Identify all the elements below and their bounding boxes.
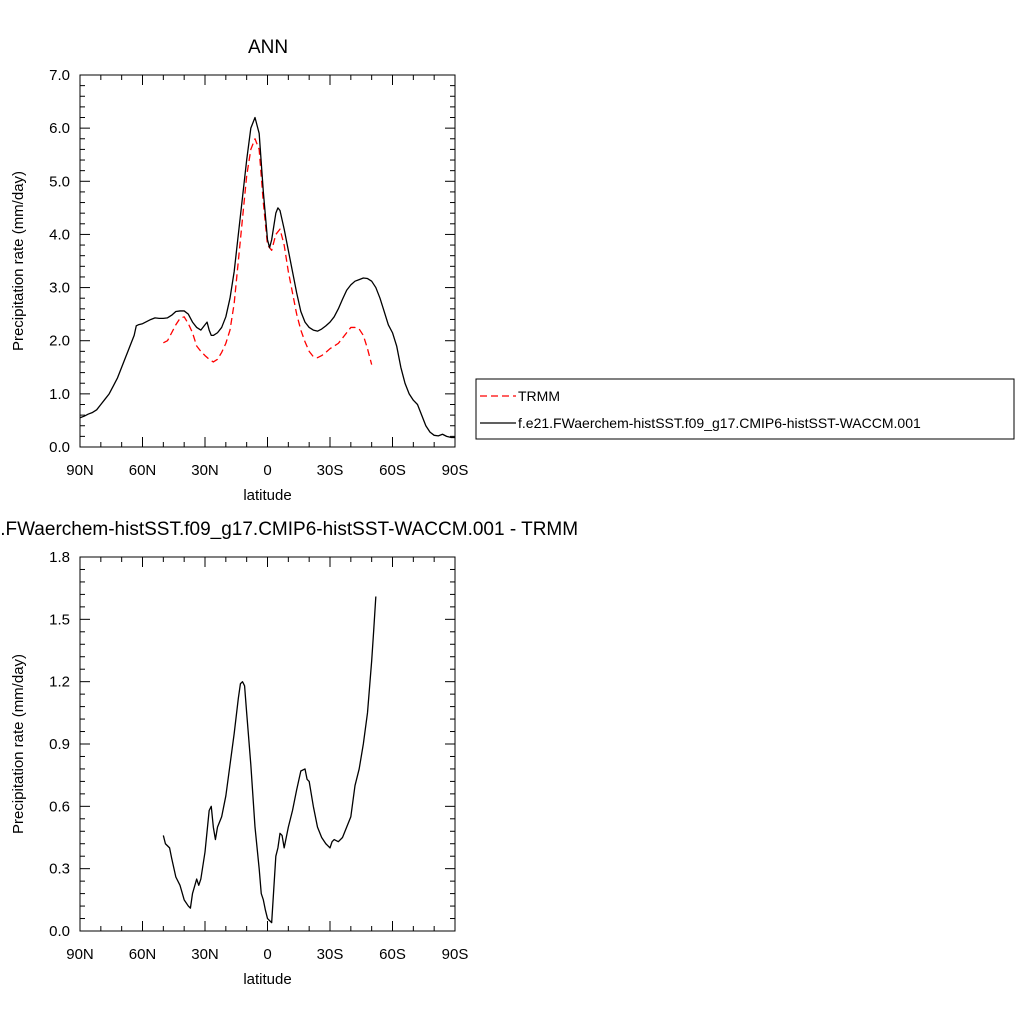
x-axis-label: latitude [243, 971, 291, 988]
plot-frame [79, 556, 456, 932]
y-tick-label: 0.9 [49, 736, 70, 753]
x-tick-label: 30N [191, 946, 219, 963]
x-tick-label: 90S [442, 946, 469, 963]
y-tick-label: 0.3 [49, 861, 70, 878]
y-tick-label: 3.0 [49, 280, 70, 297]
y-tick-label: 6.0 [49, 120, 70, 137]
y-tick-label: 4.0 [49, 226, 70, 243]
x-tick-label: 60S [379, 462, 406, 479]
x-tick-label: 90N [66, 946, 94, 963]
x-tick-label: 30S [317, 946, 344, 963]
y-tick-label: 1.2 [49, 674, 70, 691]
x-tick-label: 60N [129, 462, 157, 479]
x-tick-label: 60S [379, 946, 406, 963]
y-tick-label: 2.0 [49, 333, 70, 350]
y-axis-label: Precipitation rate (mm/day) [10, 654, 27, 834]
chart-title: ANN [248, 37, 288, 58]
y-tick-label: 5.0 [49, 173, 70, 190]
top-line-chart: ANN 90N 60N 30N 0 30S 60S 90S 0.0 1.0 2.0 3.0 4.0 5.0… [10, 37, 1015, 504]
x-tick-label: 90N [66, 462, 94, 479]
y-axis-label: Precipitation rate (mm/day) [10, 171, 27, 351]
legend-entry: TRMM [518, 388, 560, 404]
x-tick-label: 90S [442, 462, 469, 479]
plot-frame [79, 74, 456, 448]
legend-entry: f.e21.FWaerchem-histSST.f09_g17.CMIP6-hi… [518, 415, 921, 431]
x-tick-label: 60N [129, 946, 157, 963]
y-tick-label: 1.0 [49, 386, 70, 403]
legend-box [475, 378, 1015, 440]
model-series-line [162, 596, 377, 924]
x-tick-label: 30S [317, 462, 344, 479]
x-tick-label: 0 [263, 462, 271, 479]
y-tick-label: 0.0 [49, 439, 70, 456]
y-tick-label: 7.0 [49, 67, 70, 84]
y-tick-label: 0.0 [49, 923, 70, 940]
chart-title: f.e21.FWaerchem-histSST.f09_g17.CMIP6-hi… [0, 519, 578, 540]
model-series-line [79, 116, 455, 439]
bottom-difference-chart: f.e21.FWaerchem-histSST.f09_g17.CMIP6-hi… [0, 519, 578, 988]
y-tick-label: 1.8 [49, 549, 70, 566]
trmm-series-line [163, 138, 373, 365]
y-tick-label: 0.6 [49, 798, 70, 815]
x-axis-label: latitude [243, 487, 291, 504]
x-tick-label: 0 [263, 946, 271, 963]
x-tick-label: 30N [191, 462, 219, 479]
y-tick-label: 1.5 [49, 611, 70, 628]
